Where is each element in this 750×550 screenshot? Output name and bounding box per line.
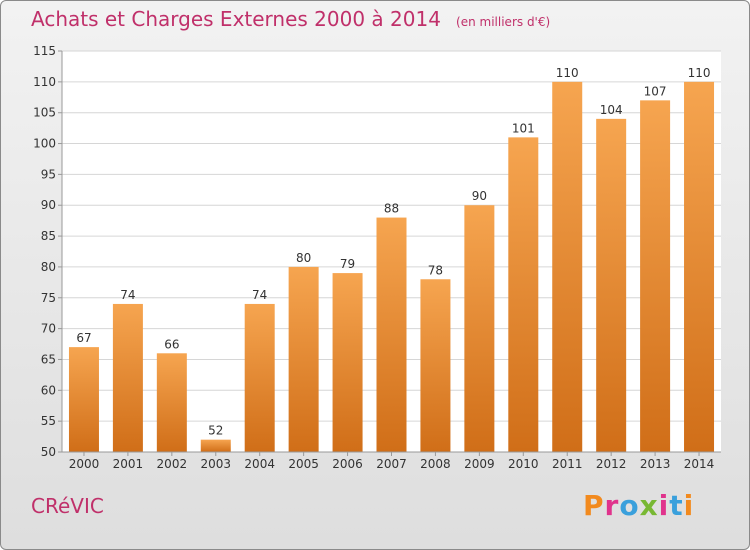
logo-letter: r xyxy=(604,489,620,522)
logo-letter: x xyxy=(639,489,659,522)
logo-letter: o xyxy=(619,489,640,522)
bars-layer xyxy=(68,81,715,452)
value-label-2011: 110 xyxy=(556,66,579,80)
bar-2000 xyxy=(68,347,99,452)
x-tick-label-2007: 2007 xyxy=(376,457,407,471)
x-tick-label-2014: 2014 xyxy=(684,457,715,471)
value-label-2009: 90 xyxy=(472,189,487,203)
value-label-2005: 80 xyxy=(296,251,311,265)
bar-2005 xyxy=(288,266,319,452)
y-tick-label: 90 xyxy=(41,198,56,212)
y-tick-label: 115 xyxy=(33,44,56,58)
bar-2003 xyxy=(200,439,231,452)
y-tick-label: 100 xyxy=(33,137,56,151)
value-label-2006: 79 xyxy=(340,257,355,271)
value-label-2004: 74 xyxy=(252,288,267,302)
logo-letter: i xyxy=(658,489,670,522)
y-tick-label: 95 xyxy=(41,167,56,181)
y-tick-label: 60 xyxy=(41,383,56,397)
x-tick-label-2013: 2013 xyxy=(640,457,671,471)
y-tick-label: 65 xyxy=(41,352,56,366)
y-tick-label: 110 xyxy=(33,75,56,89)
value-label-2003: 52 xyxy=(208,424,223,438)
y-tick-label: 75 xyxy=(41,291,56,305)
x-tick-label-2008: 2008 xyxy=(420,457,451,471)
value-label-2012: 104 xyxy=(600,103,623,117)
x-tick-label-2010: 2010 xyxy=(508,457,539,471)
logo-letter: P xyxy=(583,489,605,522)
bar-2004 xyxy=(244,303,275,452)
x-tick-label-2012: 2012 xyxy=(596,457,627,471)
bar-2013 xyxy=(640,100,671,452)
bar-2014 xyxy=(684,81,715,452)
commune-name: CRéVIC xyxy=(31,494,104,518)
logo-letter: i xyxy=(683,489,695,522)
value-label-2000: 67 xyxy=(76,331,91,345)
x-tick-label-2006: 2006 xyxy=(332,457,363,471)
value-label-2008: 78 xyxy=(428,263,443,277)
bar-2008 xyxy=(420,279,451,452)
bar-2001 xyxy=(112,303,143,452)
bar-2011 xyxy=(552,81,583,452)
bar-2009 xyxy=(464,205,495,452)
x-tick-label-2005: 2005 xyxy=(288,457,319,471)
x-tick-label-2001: 2001 xyxy=(113,457,144,471)
title-row: Achats et Charges Externes 2000 à 2014 (… xyxy=(31,7,550,31)
bar-2006 xyxy=(332,273,363,452)
x-tick-label-2002: 2002 xyxy=(157,457,188,471)
logo-letter: t xyxy=(669,489,684,522)
y-tick-label: 85 xyxy=(41,229,56,243)
labels-layer: 50 55 60 65 70 75 80 85 90 95 100 105 110 115 67 2000 74… xyxy=(33,44,714,471)
x-tick-label-2000: 2000 xyxy=(69,457,100,471)
y-tick-label: 50 xyxy=(41,445,56,459)
bar-2007 xyxy=(376,217,407,452)
value-label-2007: 88 xyxy=(384,202,399,216)
x-tick-label-2011: 2011 xyxy=(552,457,583,471)
bar-2002 xyxy=(156,353,187,452)
chart-subtitle: (en milliers d'€) xyxy=(456,15,551,29)
bar-2012 xyxy=(596,118,627,452)
y-tick-label: 105 xyxy=(33,106,56,120)
proxiti-logo[interactable]: Proxiti xyxy=(583,489,694,522)
value-label-2014: 110 xyxy=(688,66,711,80)
chart-title: Achats et Charges Externes 2000 à 2014 xyxy=(31,7,441,31)
y-tick-label: 80 xyxy=(41,260,56,274)
x-tick-label-2004: 2004 xyxy=(244,457,275,471)
value-label-2002: 66 xyxy=(164,337,179,351)
value-label-2010: 101 xyxy=(512,121,535,135)
y-tick-label: 70 xyxy=(41,322,56,336)
x-tick-label-2009: 2009 xyxy=(464,457,495,471)
value-label-2013: 107 xyxy=(644,84,667,98)
x-tick-label-2003: 2003 xyxy=(200,457,231,471)
y-tick-label: 55 xyxy=(41,414,56,428)
value-label-2001: 74 xyxy=(120,288,135,302)
bar-2010 xyxy=(508,137,539,452)
